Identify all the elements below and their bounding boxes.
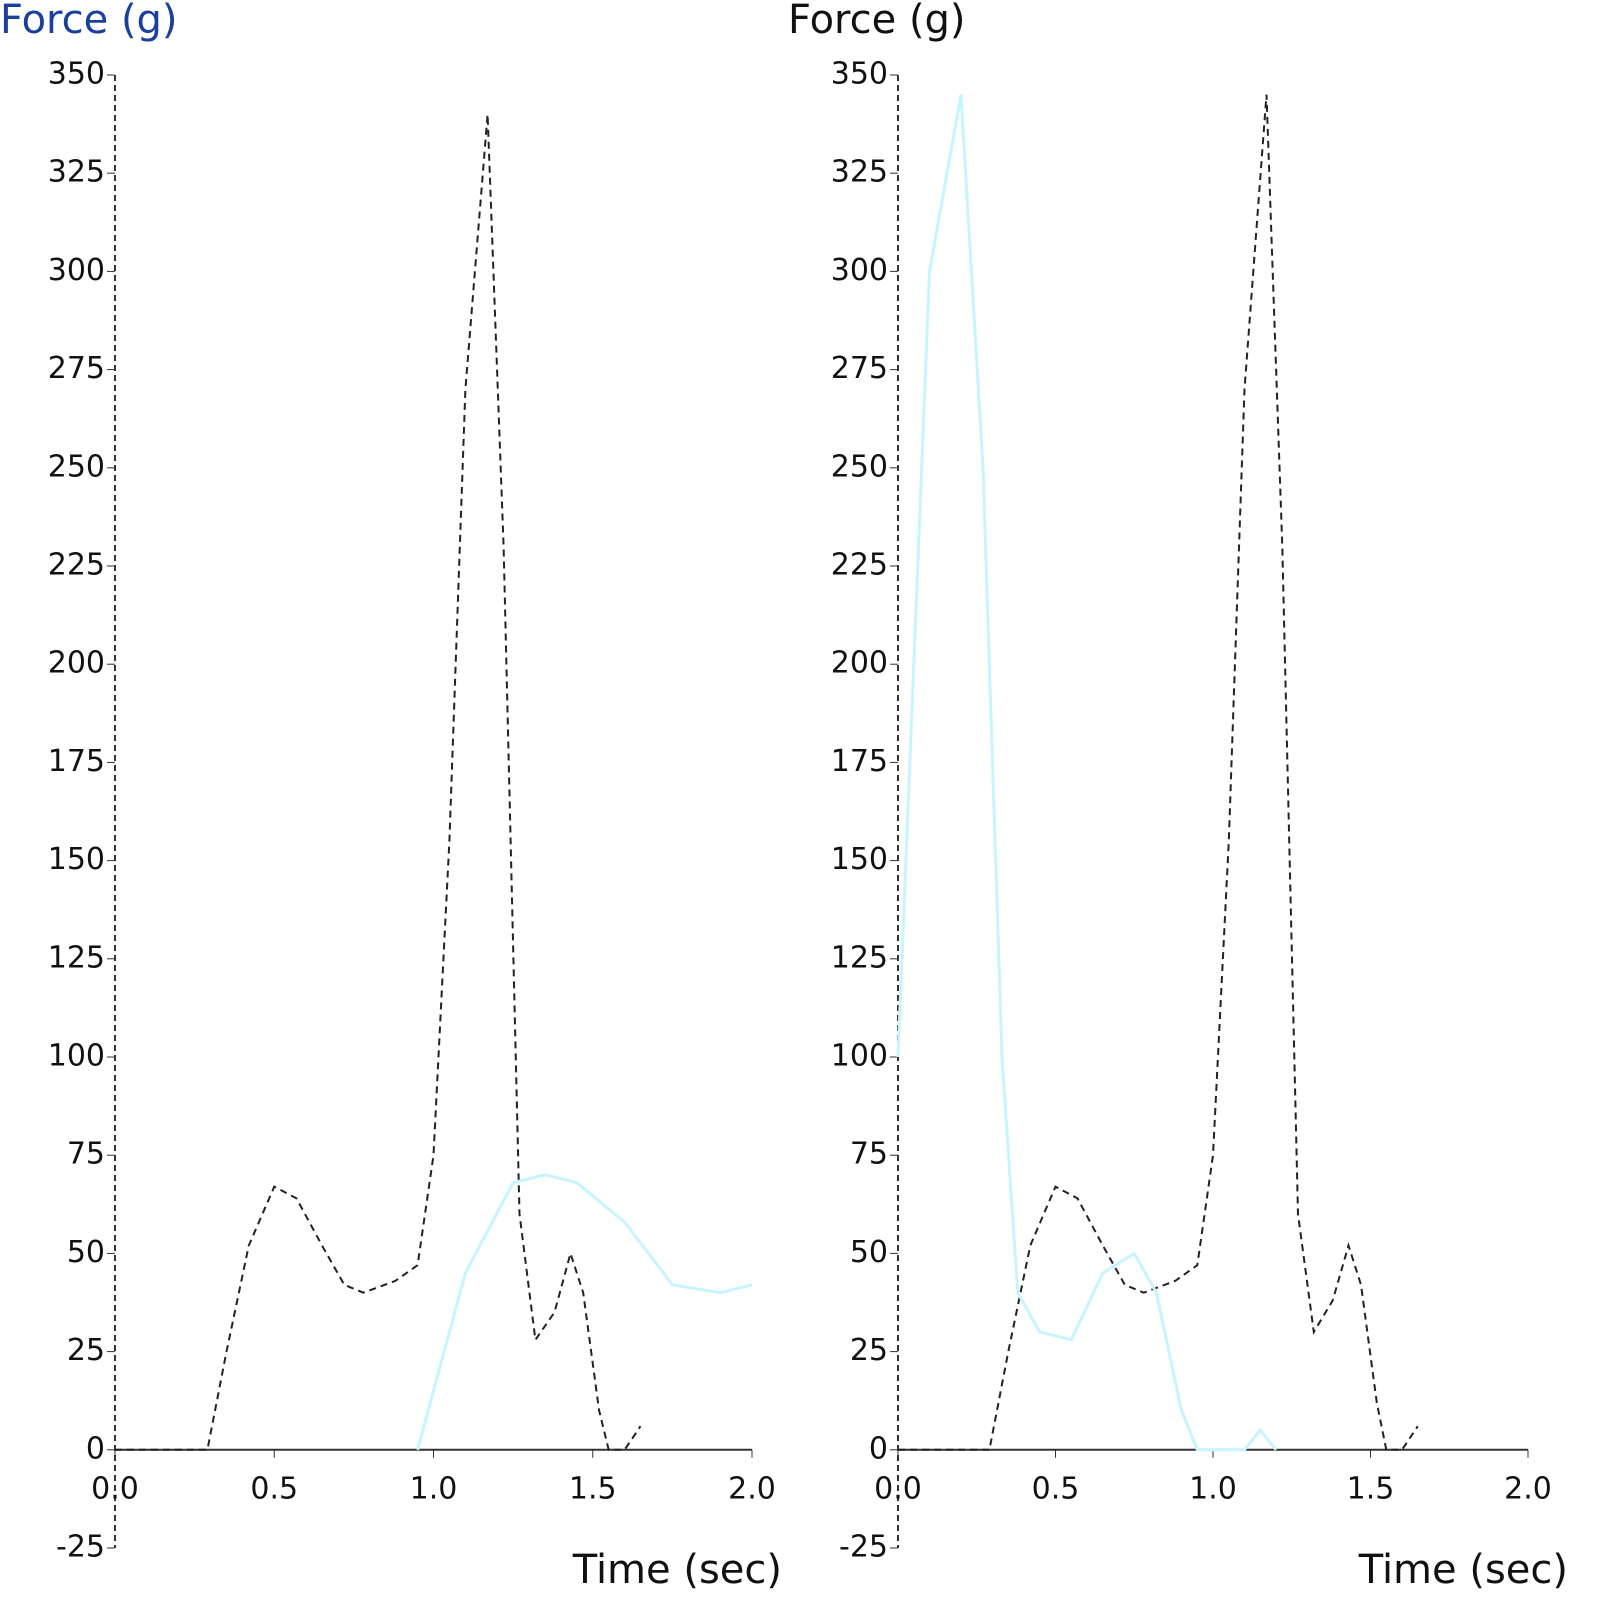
x-tick-label: 1.5 <box>1347 1471 1395 1506</box>
data-line <box>896 94 1278 1452</box>
y-tick-label: 50 <box>67 1235 105 1270</box>
y-tick-label: 275 <box>831 351 888 386</box>
y-tick-label: 225 <box>831 548 888 583</box>
x-tick-label: 1.0 <box>410 1471 458 1506</box>
y-tick-label: 150 <box>831 842 888 877</box>
y-tick-label: 75 <box>850 1137 888 1172</box>
y-tick-label: 225 <box>48 548 105 583</box>
y-tick-label: 75 <box>67 1137 105 1172</box>
y-tick-label: 125 <box>831 940 888 975</box>
data-line <box>416 1173 753 1451</box>
data-line <box>115 114 642 1451</box>
x-tick-label: 0.5 <box>250 1471 298 1506</box>
y-tick-label: -25 <box>839 1530 888 1565</box>
y-tick-label: 100 <box>48 1039 105 1074</box>
y-tick-label: 250 <box>831 449 888 484</box>
y-tick-label: 175 <box>831 744 888 779</box>
y-tick-label: 0 <box>869 1431 888 1466</box>
x-tick-label: 0.5 <box>1032 1471 1080 1506</box>
y-tick-label: 0 <box>86 1431 105 1466</box>
y-tick-label: 125 <box>48 940 105 975</box>
x-axis-label: Time (sec) <box>572 1547 782 1593</box>
y-tick-label: 200 <box>48 646 105 681</box>
x-tick-label: 0.0 <box>91 1471 139 1506</box>
y-tick-label: 200 <box>831 646 888 681</box>
y-tick-label: 25 <box>67 1333 105 1368</box>
y-tick-label: 25 <box>850 1333 888 1368</box>
y-tick-label: 50 <box>850 1235 888 1270</box>
y-tick-label: 150 <box>48 842 105 877</box>
y-tick-label: -25 <box>56 1530 105 1565</box>
x-tick-label: 2.0 <box>1504 1471 1552 1506</box>
y-axis-label: Force (g) <box>788 0 966 43</box>
y-tick-label: 325 <box>831 155 888 190</box>
x-tick-label: 2.0 <box>728 1471 776 1506</box>
y-tick-label: 350 <box>831 57 888 92</box>
y-tick-label: 275 <box>48 351 105 386</box>
x-axis-label: Time (sec) <box>1358 1547 1568 1593</box>
y-tick-label: 300 <box>48 253 105 288</box>
x-tick-label: 1.0 <box>1189 1471 1237 1506</box>
y-tick-label: 325 <box>48 155 105 190</box>
y-axis-label: Force (g) <box>0 0 178 43</box>
y-tick-label: 300 <box>831 253 888 288</box>
y-tick-label: 350 <box>48 57 105 92</box>
x-tick-label: 1.5 <box>569 1471 617 1506</box>
y-tick-label: 175 <box>48 744 105 779</box>
y-tick-label: 250 <box>48 449 105 484</box>
y-tick-label: 100 <box>831 1039 888 1074</box>
x-tick-label: 0.0 <box>874 1471 922 1506</box>
data-line <box>898 94 1419 1451</box>
